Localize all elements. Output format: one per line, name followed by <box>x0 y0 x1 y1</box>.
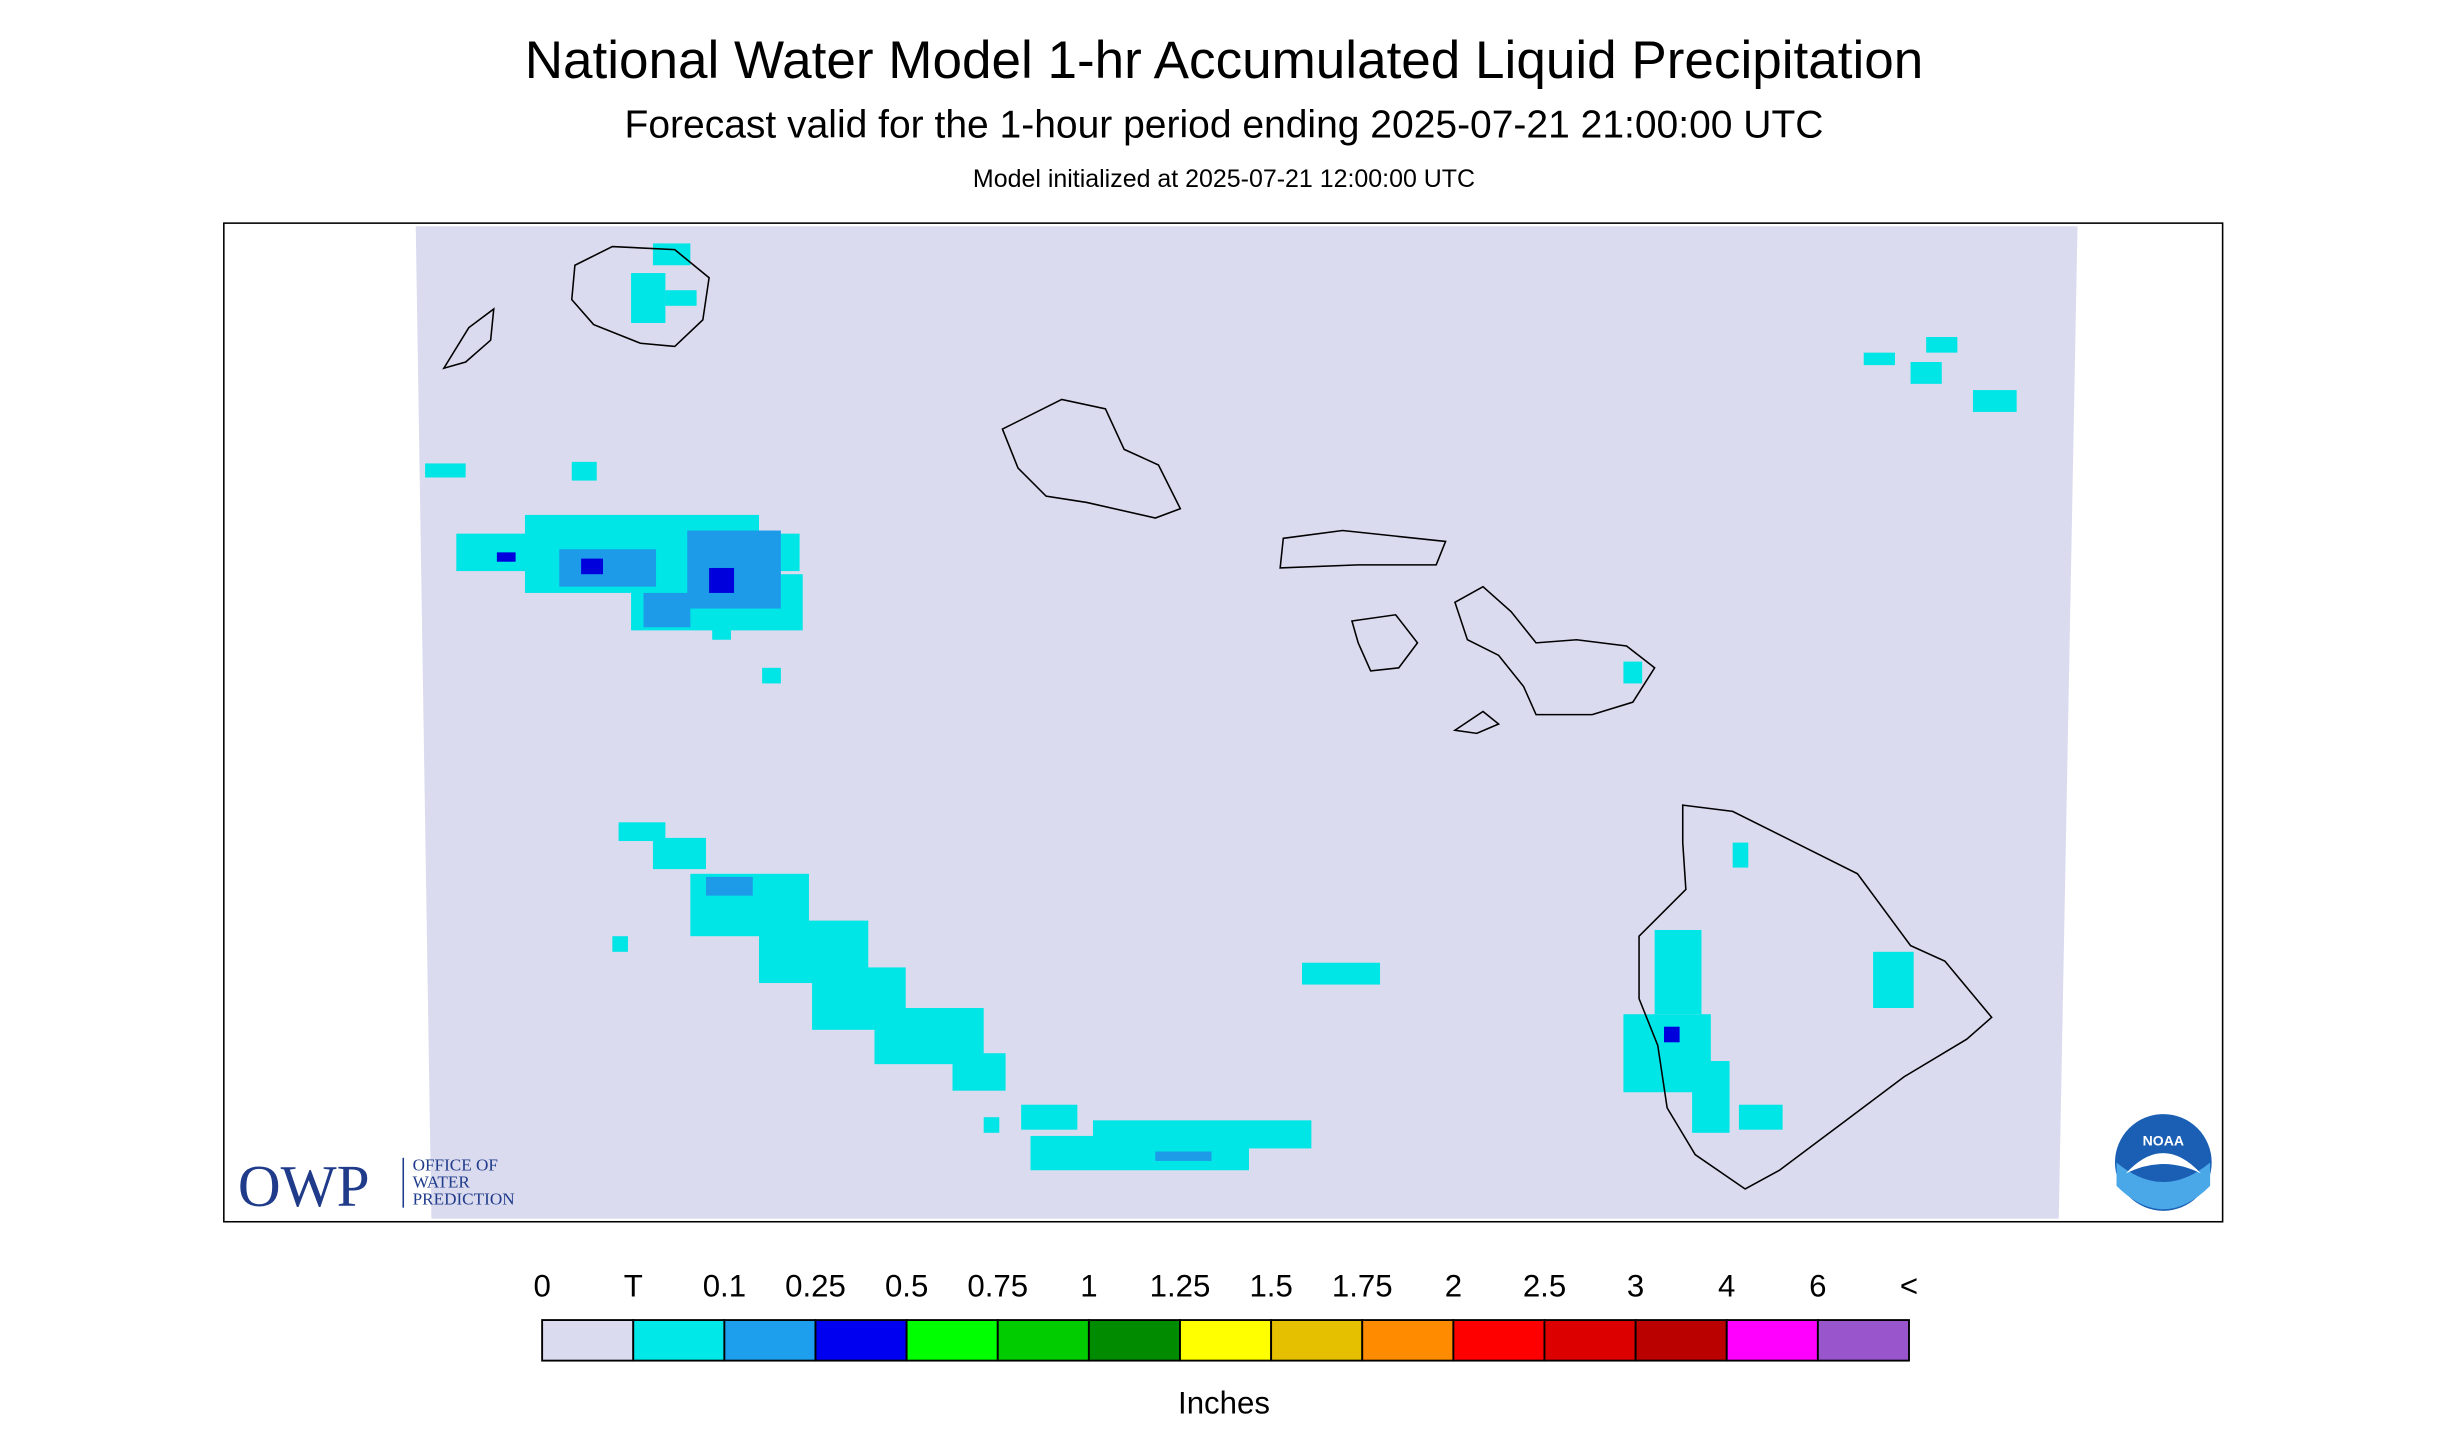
legend-unit: Inches <box>1178 1386 1270 1421</box>
coastlines <box>442 245 1993 1190</box>
legend-label: 0.25 <box>785 1269 846 1304</box>
legend-swatch <box>632 1319 726 1362</box>
owp-name: PREDICTION <box>413 1190 515 1209</box>
legend-swatch <box>1634 1319 1728 1362</box>
legend-label: 0.1 <box>703 1269 746 1304</box>
legend-swatch <box>1361 1319 1455 1362</box>
legend-label: < <box>1900 1269 1918 1304</box>
legend-label: 2 <box>1445 1269 1462 1304</box>
legend-label: 0.5 <box>885 1269 928 1304</box>
legend-label: 1 <box>1080 1269 1097 1304</box>
owp-logo: OWP OFFICE OF WATER PREDICTION <box>238 1153 515 1219</box>
owp-name: WATER <box>413 1172 471 1191</box>
legend-swatch <box>541 1319 635 1362</box>
init-time: Model initialized at 2025-07-21 12:00:00… <box>973 165 1475 193</box>
legend-label: 1.5 <box>1249 1269 1292 1304</box>
legend-swatch <box>1816 1319 1910 1362</box>
precipitation <box>425 243 2017 1171</box>
noaa-text: NOAA <box>2143 1132 2184 1148</box>
legend-label: 1.75 <box>1332 1269 1393 1304</box>
legend-label: 0.75 <box>967 1269 1028 1304</box>
noaa-logo: NOAA <box>2114 1114 2212 1211</box>
legend-label: 6 <box>1809 1269 1826 1304</box>
legend-swatch <box>996 1319 1090 1362</box>
legend-label: 2.5 <box>1523 1269 1566 1304</box>
legend-label: 1.25 <box>1150 1269 1211 1304</box>
subtitle: Forecast valid for the 1-hour period end… <box>625 103 1824 146</box>
legend-label: 0 <box>533 1269 550 1304</box>
legend-swatch <box>1179 1319 1273 1362</box>
legend-swatch <box>1270 1319 1364 1362</box>
legend-swatch <box>1087 1319 1181 1362</box>
legend-label: 4 <box>1718 1269 1735 1304</box>
title: National Water Model 1-hr Accumulated Li… <box>525 31 1924 90</box>
legend-swatch <box>814 1319 908 1362</box>
owp-mark: OWP <box>238 1153 370 1219</box>
legend-swatch <box>723 1319 817 1362</box>
legend-swatch <box>1725 1319 1819 1362</box>
legend-label: 3 <box>1627 1269 1644 1304</box>
legend-label: T <box>624 1269 643 1304</box>
color-legend: 0 T 0.1 0.25 0.5 0.75 1 1.25 1.5 1.75 2 2.5 3 4 6 < <box>533 1269 1918 1362</box>
legend-swatch <box>1452 1319 1546 1362</box>
owp-name: OFFICE OF <box>413 1155 498 1174</box>
model-domain <box>415 226 2078 1219</box>
legend-swatch <box>1543 1319 1637 1362</box>
legend-swatch <box>905 1319 999 1362</box>
